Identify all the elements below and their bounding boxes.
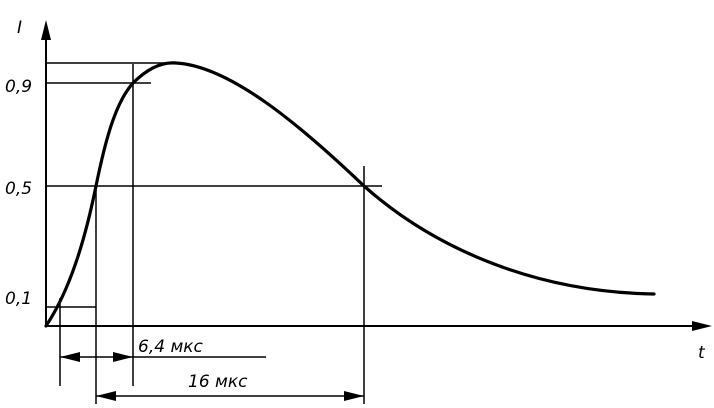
impulse-curve — [44, 61, 656, 328]
x-axis-label: t — [698, 343, 706, 363]
x-axis-arrow — [692, 321, 712, 331]
tick-label-01: 0,1 — [5, 289, 32, 309]
tick-label-09: 0,9 — [5, 77, 32, 97]
tick-label-05: 0,5 — [5, 179, 32, 199]
front-time-arrow-right — [113, 352, 133, 362]
y-axis-arrow — [41, 20, 51, 40]
front-time-label: 6,4 мкс — [138, 337, 204, 357]
front-time-arrow-left — [60, 352, 80, 362]
half-width-arrow-left — [96, 391, 116, 401]
half-width-label: 16 мкс — [188, 372, 248, 392]
half-width-arrow-right — [344, 391, 364, 401]
dimension-arrowheads — [60, 352, 364, 401]
y-axis-label: I — [17, 18, 22, 38]
reference-lines — [46, 62, 382, 404]
axes — [41, 20, 712, 331]
